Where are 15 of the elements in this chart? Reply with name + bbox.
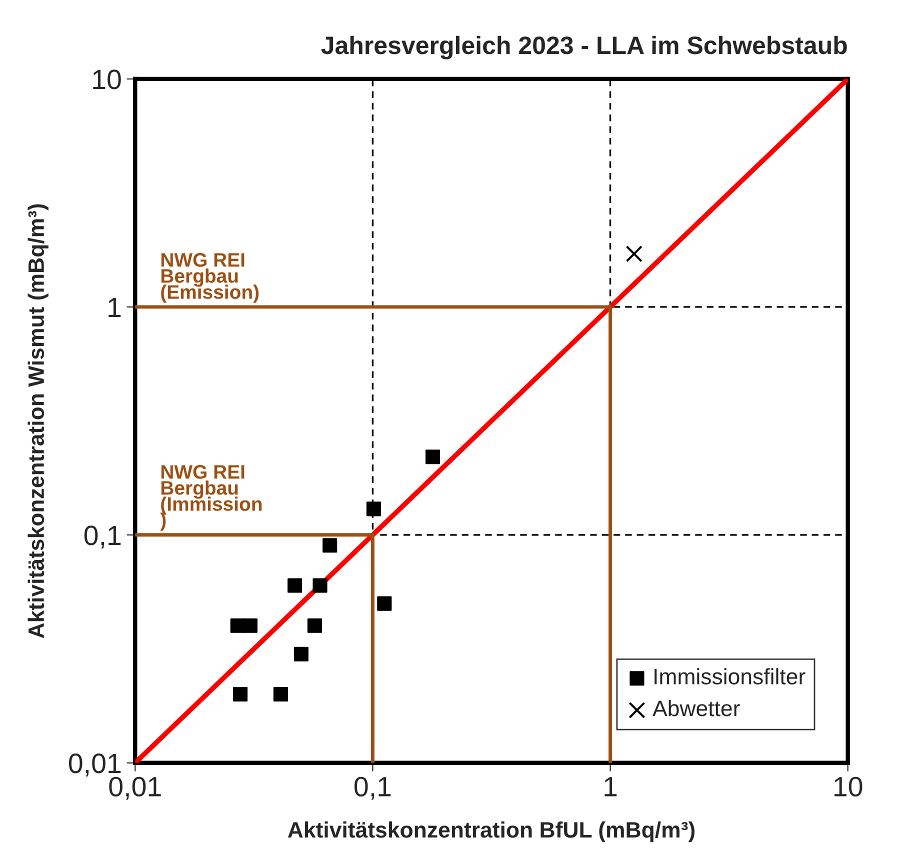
x-tick-label: 0,1 [354, 776, 391, 800]
x-axis-title: Aktivitätskonzentration BfUL (mBq/m³) [288, 821, 695, 842]
y-tick-label: 0,1 [84, 526, 121, 549]
x-tick-label: 1 [604, 777, 617, 796]
y-tick-label: 10 [93, 70, 121, 90]
y-tick-label: 1 [108, 298, 121, 318]
annotation: NWG REI Bergbau (Immission ) [160, 465, 262, 531]
legend-label: Immissionsfilter [654, 668, 806, 684]
chart-title: Jahresvergleich 2023 - LLA im Schwebstaub [321, 36, 847, 60]
legend-label: Abwetter [652, 700, 740, 716]
x-tick-label: 10 [834, 776, 862, 796]
x-tick-label: 0,01 [109, 776, 161, 800]
y-tick-label: 0,01 [68, 754, 121, 777]
y-axis-title: Aktivitätskonzentration Wismut (mBq/m³) [28, 204, 48, 638]
annotation: NWG REI Bergbau (Emission) [161, 253, 259, 303]
